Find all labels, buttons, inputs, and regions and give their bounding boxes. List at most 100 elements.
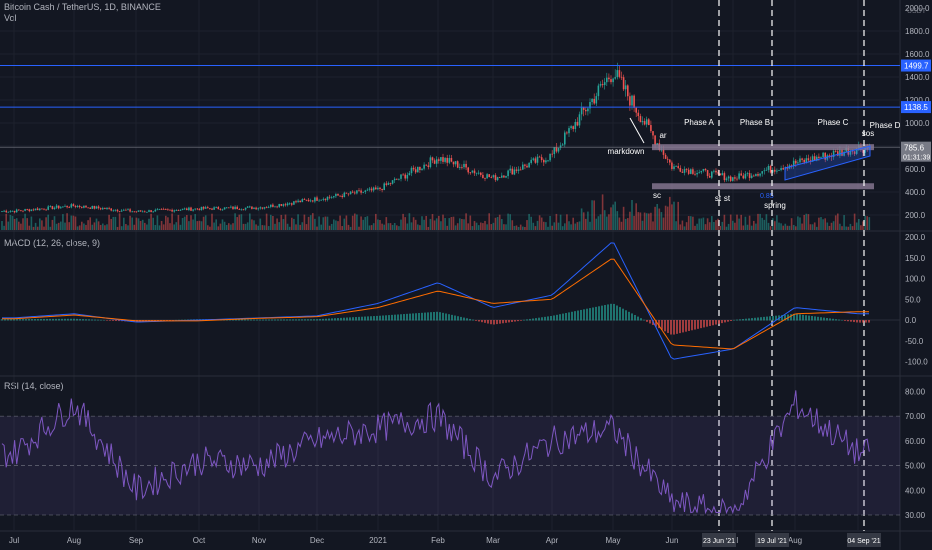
volume-bar <box>219 223 222 230</box>
symbol-legend[interactable]: Bitcoin Cash / TetherUS, 1D, BINANCE <box>4 2 161 12</box>
volume-bar <box>234 213 236 230</box>
candle-body <box>47 206 49 210</box>
volume-bar <box>68 222 70 230</box>
macd-histogram-bar <box>262 319 264 321</box>
volume-bar <box>538 215 541 230</box>
volume-bar <box>448 218 451 230</box>
candle-body <box>444 157 446 162</box>
macd-histogram-bar <box>808 315 810 321</box>
macd-histogram-bar <box>361 316 363 321</box>
candle-body <box>83 205 85 208</box>
volume-bar <box>381 223 383 230</box>
time-axis-label: Jun <box>666 536 679 545</box>
volume-bar <box>18 221 20 230</box>
date-tag[interactable] <box>702 533 736 547</box>
macd-histogram-bar <box>448 314 450 321</box>
macd-histogram-bar <box>826 317 828 321</box>
volume-bar <box>652 221 654 230</box>
macd-histogram-bar <box>112 320 114 321</box>
macd-histogram-bar <box>796 314 798 321</box>
macd-histogram-bar <box>715 320 717 325</box>
volume-bar <box>57 222 60 230</box>
volume-bar <box>494 217 497 230</box>
volume-bar <box>43 226 45 230</box>
volume-bar <box>305 224 308 230</box>
volume-bar <box>192 219 194 230</box>
macd-histogram-bar <box>439 312 441 321</box>
candle-body <box>721 173 724 176</box>
volume-bar <box>662 217 665 230</box>
volume-bar <box>748 215 751 230</box>
volume-bar <box>866 216 868 230</box>
candle-body <box>356 190 358 194</box>
candle-body <box>194 208 196 210</box>
rsi-tick-label: 60.00 <box>905 437 926 446</box>
volume-bar <box>765 214 768 230</box>
volume-bar <box>318 216 320 230</box>
volume-bar <box>547 226 549 230</box>
volume-bar <box>610 207 612 230</box>
candle-body <box>385 183 388 185</box>
candle-body <box>603 82 606 86</box>
rsi-legend[interactable]: RSI (14, close) <box>4 381 64 391</box>
macd-histogram-bar <box>541 317 543 321</box>
candle-body <box>465 163 467 168</box>
volume-bar <box>223 221 226 230</box>
candle-body <box>429 157 432 168</box>
candle-body <box>736 178 738 180</box>
volume-bar <box>792 224 795 230</box>
macd-tick-label: 100.0 <box>905 275 926 284</box>
candle-body <box>528 162 530 168</box>
volume-bar <box>618 217 621 230</box>
date-tag[interactable] <box>755 533 789 547</box>
macd-histogram-bar <box>535 318 537 321</box>
candle-body <box>15 209 18 213</box>
candle-body <box>696 172 698 175</box>
candle-body <box>822 152 824 158</box>
candle-body <box>87 207 89 209</box>
volume-bar <box>406 223 409 230</box>
candle-body <box>219 209 222 210</box>
candle-body <box>91 205 94 209</box>
time-axis-label: May <box>605 536 620 545</box>
candle-body <box>433 160 436 164</box>
volume-bar <box>816 226 818 230</box>
candle-body <box>446 157 448 163</box>
volume-bar <box>620 221 623 230</box>
volume-bar <box>276 218 278 230</box>
macd-histogram-bar <box>583 309 585 321</box>
volume-legend[interactable]: Vol <box>4 13 17 23</box>
macd-histogram-bar <box>412 313 414 321</box>
volume-bar <box>64 222 66 230</box>
macd-histogram-bar <box>244 319 246 321</box>
macd-histogram-bar <box>49 318 51 321</box>
volume-bar <box>60 221 62 230</box>
candle-body <box>463 163 465 168</box>
macd-legend[interactable]: MACD (12, 26, close, 9) <box>4 238 101 248</box>
candle-body <box>797 162 799 164</box>
candle-body <box>398 178 400 180</box>
volume-bar <box>125 224 127 230</box>
candle-body <box>265 207 268 209</box>
volume-bar <box>230 224 232 230</box>
volume-bar <box>400 219 402 230</box>
volume-bar <box>790 218 793 230</box>
date-tag[interactable] <box>847 533 881 547</box>
candle-body <box>288 203 291 205</box>
macd-histogram-bar <box>790 314 792 321</box>
macd-histogram-bar <box>847 320 849 322</box>
macd-histogram-bar <box>736 319 738 321</box>
candle-body <box>608 77 610 80</box>
signal-line <box>2 258 869 350</box>
volume-bar <box>501 219 503 230</box>
macd-histogram-bar <box>256 319 258 321</box>
volume-bar <box>167 217 169 230</box>
candle-body <box>725 178 728 181</box>
volume-bar <box>116 226 119 230</box>
candle-body <box>60 207 62 209</box>
candle-body <box>72 204 75 207</box>
price-tick-label: 600.0 <box>905 165 926 174</box>
candle-body <box>335 194 337 197</box>
candle-body <box>410 167 413 174</box>
